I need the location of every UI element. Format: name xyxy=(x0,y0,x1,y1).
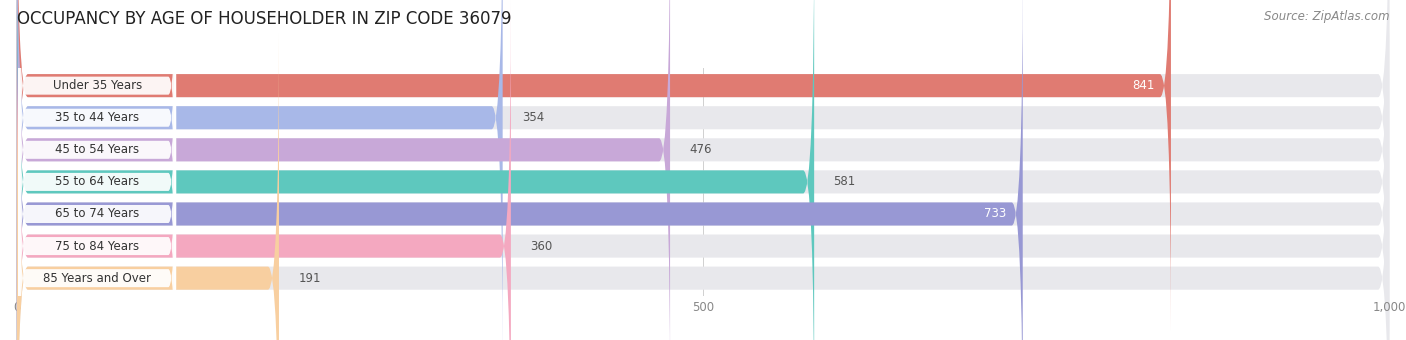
Text: 75 to 84 Years: 75 to 84 Years xyxy=(55,240,139,253)
Text: 191: 191 xyxy=(298,272,321,285)
Text: 476: 476 xyxy=(689,143,711,156)
FancyBboxPatch shape xyxy=(17,33,1389,340)
FancyBboxPatch shape xyxy=(17,0,1022,340)
FancyBboxPatch shape xyxy=(17,0,814,340)
FancyBboxPatch shape xyxy=(18,75,176,340)
FancyBboxPatch shape xyxy=(17,1,510,340)
Text: 45 to 54 Years: 45 to 54 Years xyxy=(55,143,139,156)
FancyBboxPatch shape xyxy=(17,0,503,340)
Text: 581: 581 xyxy=(834,175,856,188)
Text: 841: 841 xyxy=(1132,79,1154,92)
FancyBboxPatch shape xyxy=(18,0,176,321)
Text: OCCUPANCY BY AGE OF HOUSEHOLDER IN ZIP CODE 36079: OCCUPANCY BY AGE OF HOUSEHOLDER IN ZIP C… xyxy=(17,10,512,28)
FancyBboxPatch shape xyxy=(18,107,176,340)
FancyBboxPatch shape xyxy=(17,0,1389,340)
Text: 360: 360 xyxy=(530,240,553,253)
FancyBboxPatch shape xyxy=(17,0,1389,340)
FancyBboxPatch shape xyxy=(17,1,1389,340)
Text: 65 to 74 Years: 65 to 74 Years xyxy=(55,207,139,220)
FancyBboxPatch shape xyxy=(18,11,176,340)
FancyBboxPatch shape xyxy=(17,0,1171,331)
Text: 85 Years and Over: 85 Years and Over xyxy=(44,272,152,285)
Text: 354: 354 xyxy=(522,111,544,124)
FancyBboxPatch shape xyxy=(17,0,1389,340)
Text: 733: 733 xyxy=(984,207,1007,220)
Text: Source: ZipAtlas.com: Source: ZipAtlas.com xyxy=(1264,10,1389,23)
Text: 55 to 64 Years: 55 to 64 Years xyxy=(55,175,139,188)
FancyBboxPatch shape xyxy=(18,43,176,340)
FancyBboxPatch shape xyxy=(17,0,1389,340)
FancyBboxPatch shape xyxy=(18,0,176,256)
FancyBboxPatch shape xyxy=(17,0,671,340)
FancyBboxPatch shape xyxy=(18,0,176,288)
FancyBboxPatch shape xyxy=(17,0,1389,331)
FancyBboxPatch shape xyxy=(17,33,278,340)
Text: 35 to 44 Years: 35 to 44 Years xyxy=(55,111,139,124)
Text: Under 35 Years: Under 35 Years xyxy=(52,79,142,92)
